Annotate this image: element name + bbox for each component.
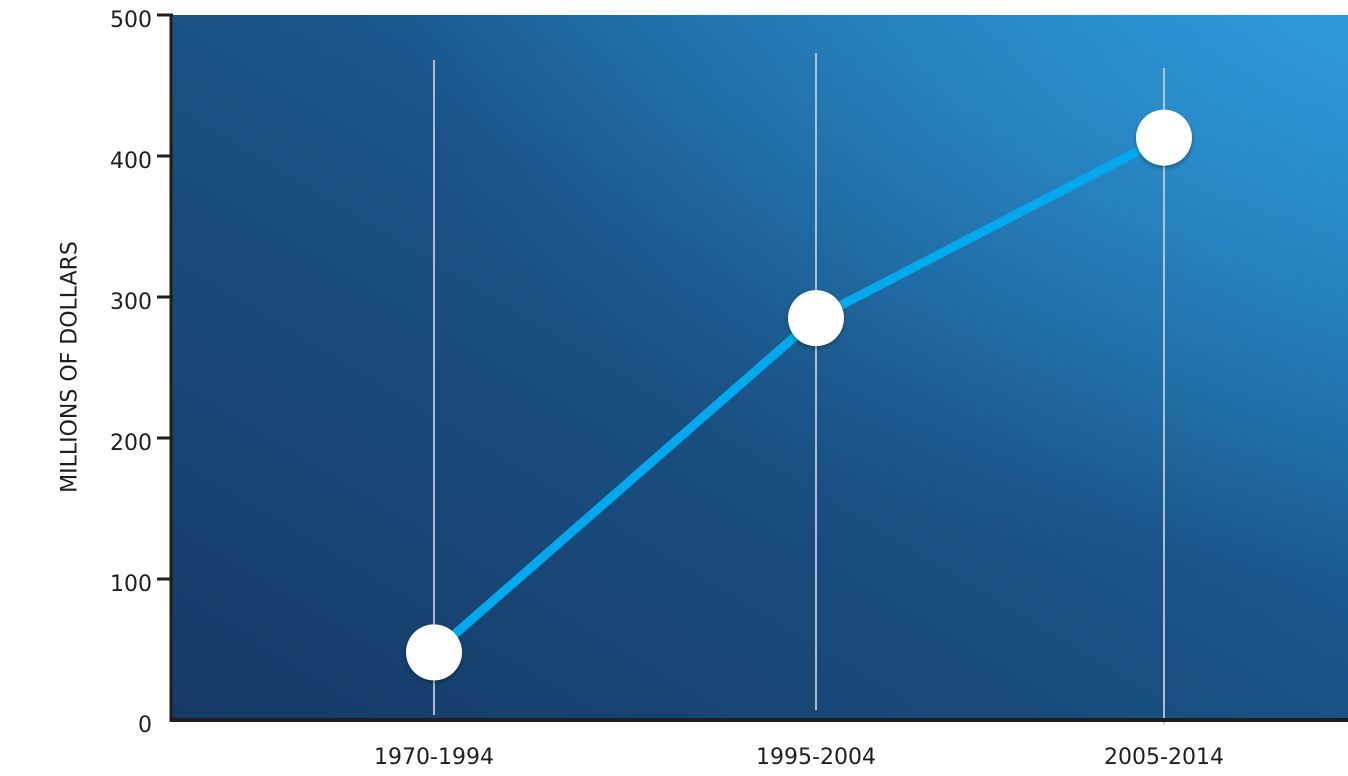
x-axis-ticks: 1970-1994 1995-2004 2005-2014 <box>374 745 1224 770</box>
data-point-marker <box>1136 109 1192 166</box>
data-point-marker <box>406 624 462 681</box>
x-tick-label: 1970-1994 <box>374 745 494 770</box>
y-axis-ticks: 0 100 200 300 400 500 <box>110 8 173 738</box>
y-tick-label: 300 <box>110 290 152 315</box>
x-tick-label: 1995-2004 <box>756 745 876 770</box>
y-tick-label: 0 <box>138 713 152 738</box>
y-axis-title: MILLIONS OF DOLLARS <box>58 241 83 493</box>
data-point-marker <box>788 290 844 347</box>
y-tick-label: 400 <box>110 149 152 174</box>
y-tick-label: 100 <box>110 572 152 597</box>
y-tick-label: 500 <box>110 8 152 33</box>
gridlines <box>433 53 1165 725</box>
series-layer <box>406 109 1192 681</box>
y-tick-label: 200 <box>110 431 152 456</box>
axes <box>169 14 1348 731</box>
x-tick-label: 2005-2014 <box>1104 745 1224 770</box>
